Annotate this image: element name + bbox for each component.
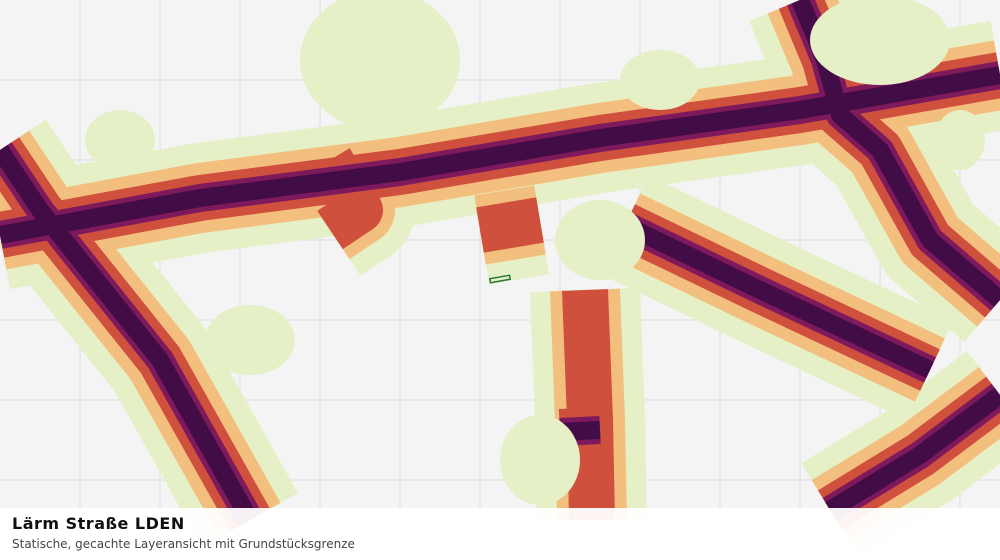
noise-areas (85, 0, 985, 505)
parcel-boundary (488, 274, 512, 284)
noise-band-extreme (621, 216, 934, 379)
noise-band-extreme (825, 387, 1000, 518)
noise-band-extreme (0, 145, 258, 525)
caption-panel: Lärm Straße LDEN Statische, gecachte Lay… (0, 508, 1000, 560)
layer-title: Lärm Straße LDEN (12, 514, 185, 533)
noise-band-high (476, 197, 544, 253)
noise-band-high (562, 289, 615, 521)
layer-subtitle: Statische, gecachte Layeransicht mit Gru… (12, 537, 355, 551)
